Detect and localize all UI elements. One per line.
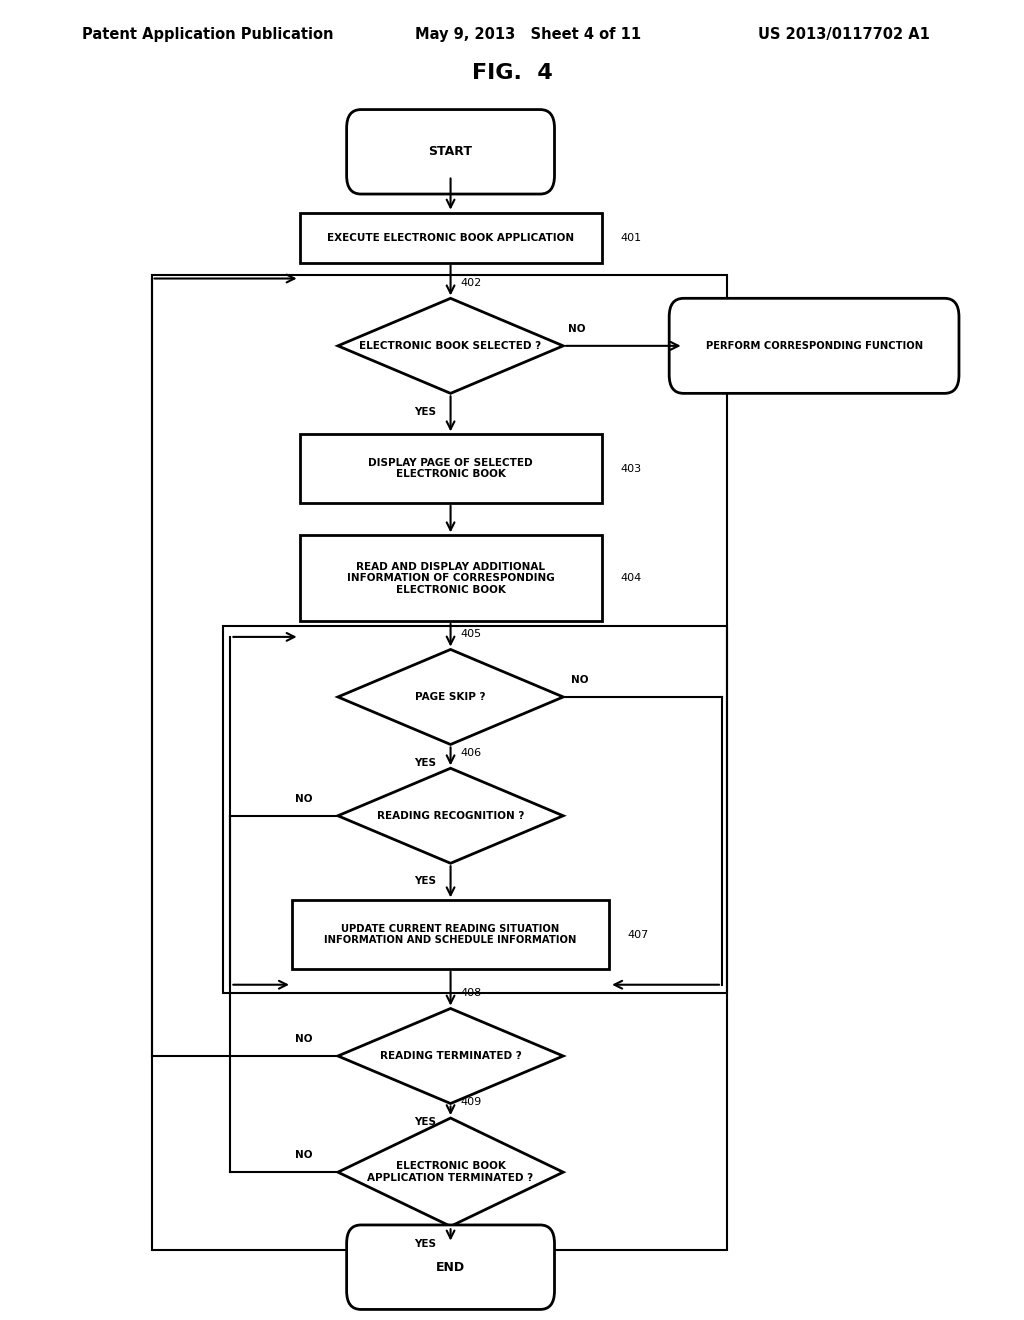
- Text: NO: NO: [295, 1034, 312, 1044]
- Text: READ AND DISPLAY ADDITIONAL
INFORMATION OF CORRESPONDING
ELECTRONIC BOOK: READ AND DISPLAY ADDITIONAL INFORMATION …: [347, 561, 554, 595]
- Polygon shape: [338, 768, 563, 863]
- Text: START: START: [429, 145, 472, 158]
- Text: YES: YES: [414, 407, 436, 417]
- Bar: [152, 275, 727, 1250]
- Text: READING RECOGNITION ?: READING RECOGNITION ?: [377, 810, 524, 821]
- Text: END: END: [436, 1261, 465, 1274]
- Text: UPDATE CURRENT READING SITUATION
INFORMATION AND SCHEDULE INFORMATION: UPDATE CURRENT READING SITUATION INFORMA…: [325, 924, 577, 945]
- Text: EXECUTE ELECTRONIC BOOK APPLICATION: EXECUTE ELECTRONIC BOOK APPLICATION: [327, 232, 574, 243]
- Text: NO: NO: [571, 675, 589, 685]
- Text: May 9, 2013   Sheet 4 of 11: May 9, 2013 Sheet 4 of 11: [415, 26, 641, 42]
- Polygon shape: [338, 649, 563, 744]
- Text: YES: YES: [414, 876, 436, 887]
- Text: YES: YES: [414, 758, 436, 768]
- Text: 407: 407: [628, 929, 649, 940]
- Text: READING TERMINATED ?: READING TERMINATED ?: [380, 1051, 521, 1061]
- Text: PERFORM CORRESPONDING FUNCTION: PERFORM CORRESPONDING FUNCTION: [706, 341, 923, 351]
- Text: 402: 402: [461, 277, 482, 288]
- Text: 406: 406: [461, 747, 482, 758]
- Text: NO: NO: [568, 323, 586, 334]
- FancyBboxPatch shape: [346, 1225, 555, 1309]
- Bar: [223, 626, 727, 993]
- Text: FIG.  4: FIG. 4: [472, 62, 552, 83]
- FancyBboxPatch shape: [346, 110, 555, 194]
- Text: 405: 405: [461, 628, 482, 639]
- Text: 401: 401: [621, 232, 641, 243]
- Text: US 2013/0117702 A1: US 2013/0117702 A1: [758, 26, 930, 42]
- Polygon shape: [338, 1008, 563, 1104]
- Polygon shape: [338, 1118, 563, 1226]
- Text: 408: 408: [461, 987, 482, 998]
- Text: NO: NO: [295, 1150, 312, 1160]
- FancyBboxPatch shape: [299, 536, 601, 620]
- FancyBboxPatch shape: [299, 434, 601, 503]
- FancyBboxPatch shape: [670, 298, 958, 393]
- Text: YES: YES: [414, 1117, 436, 1127]
- Text: DISPLAY PAGE OF SELECTED
ELECTRONIC BOOK: DISPLAY PAGE OF SELECTED ELECTRONIC BOOK: [369, 458, 532, 479]
- Text: NO: NO: [295, 793, 312, 804]
- Text: 404: 404: [621, 573, 641, 583]
- Text: PAGE SKIP ?: PAGE SKIP ?: [416, 692, 485, 702]
- Text: 409: 409: [461, 1097, 482, 1107]
- Text: Patent Application Publication: Patent Application Publication: [82, 26, 334, 42]
- Text: ELECTRONIC BOOK
APPLICATION TERMINATED ?: ELECTRONIC BOOK APPLICATION TERMINATED ?: [368, 1162, 534, 1183]
- Text: ELECTRONIC BOOK SELECTED ?: ELECTRONIC BOOK SELECTED ?: [359, 341, 542, 351]
- Polygon shape: [338, 298, 563, 393]
- FancyBboxPatch shape: [299, 213, 601, 263]
- Text: 403: 403: [621, 463, 641, 474]
- Text: YES: YES: [414, 1239, 436, 1250]
- FancyBboxPatch shape: [292, 900, 609, 969]
